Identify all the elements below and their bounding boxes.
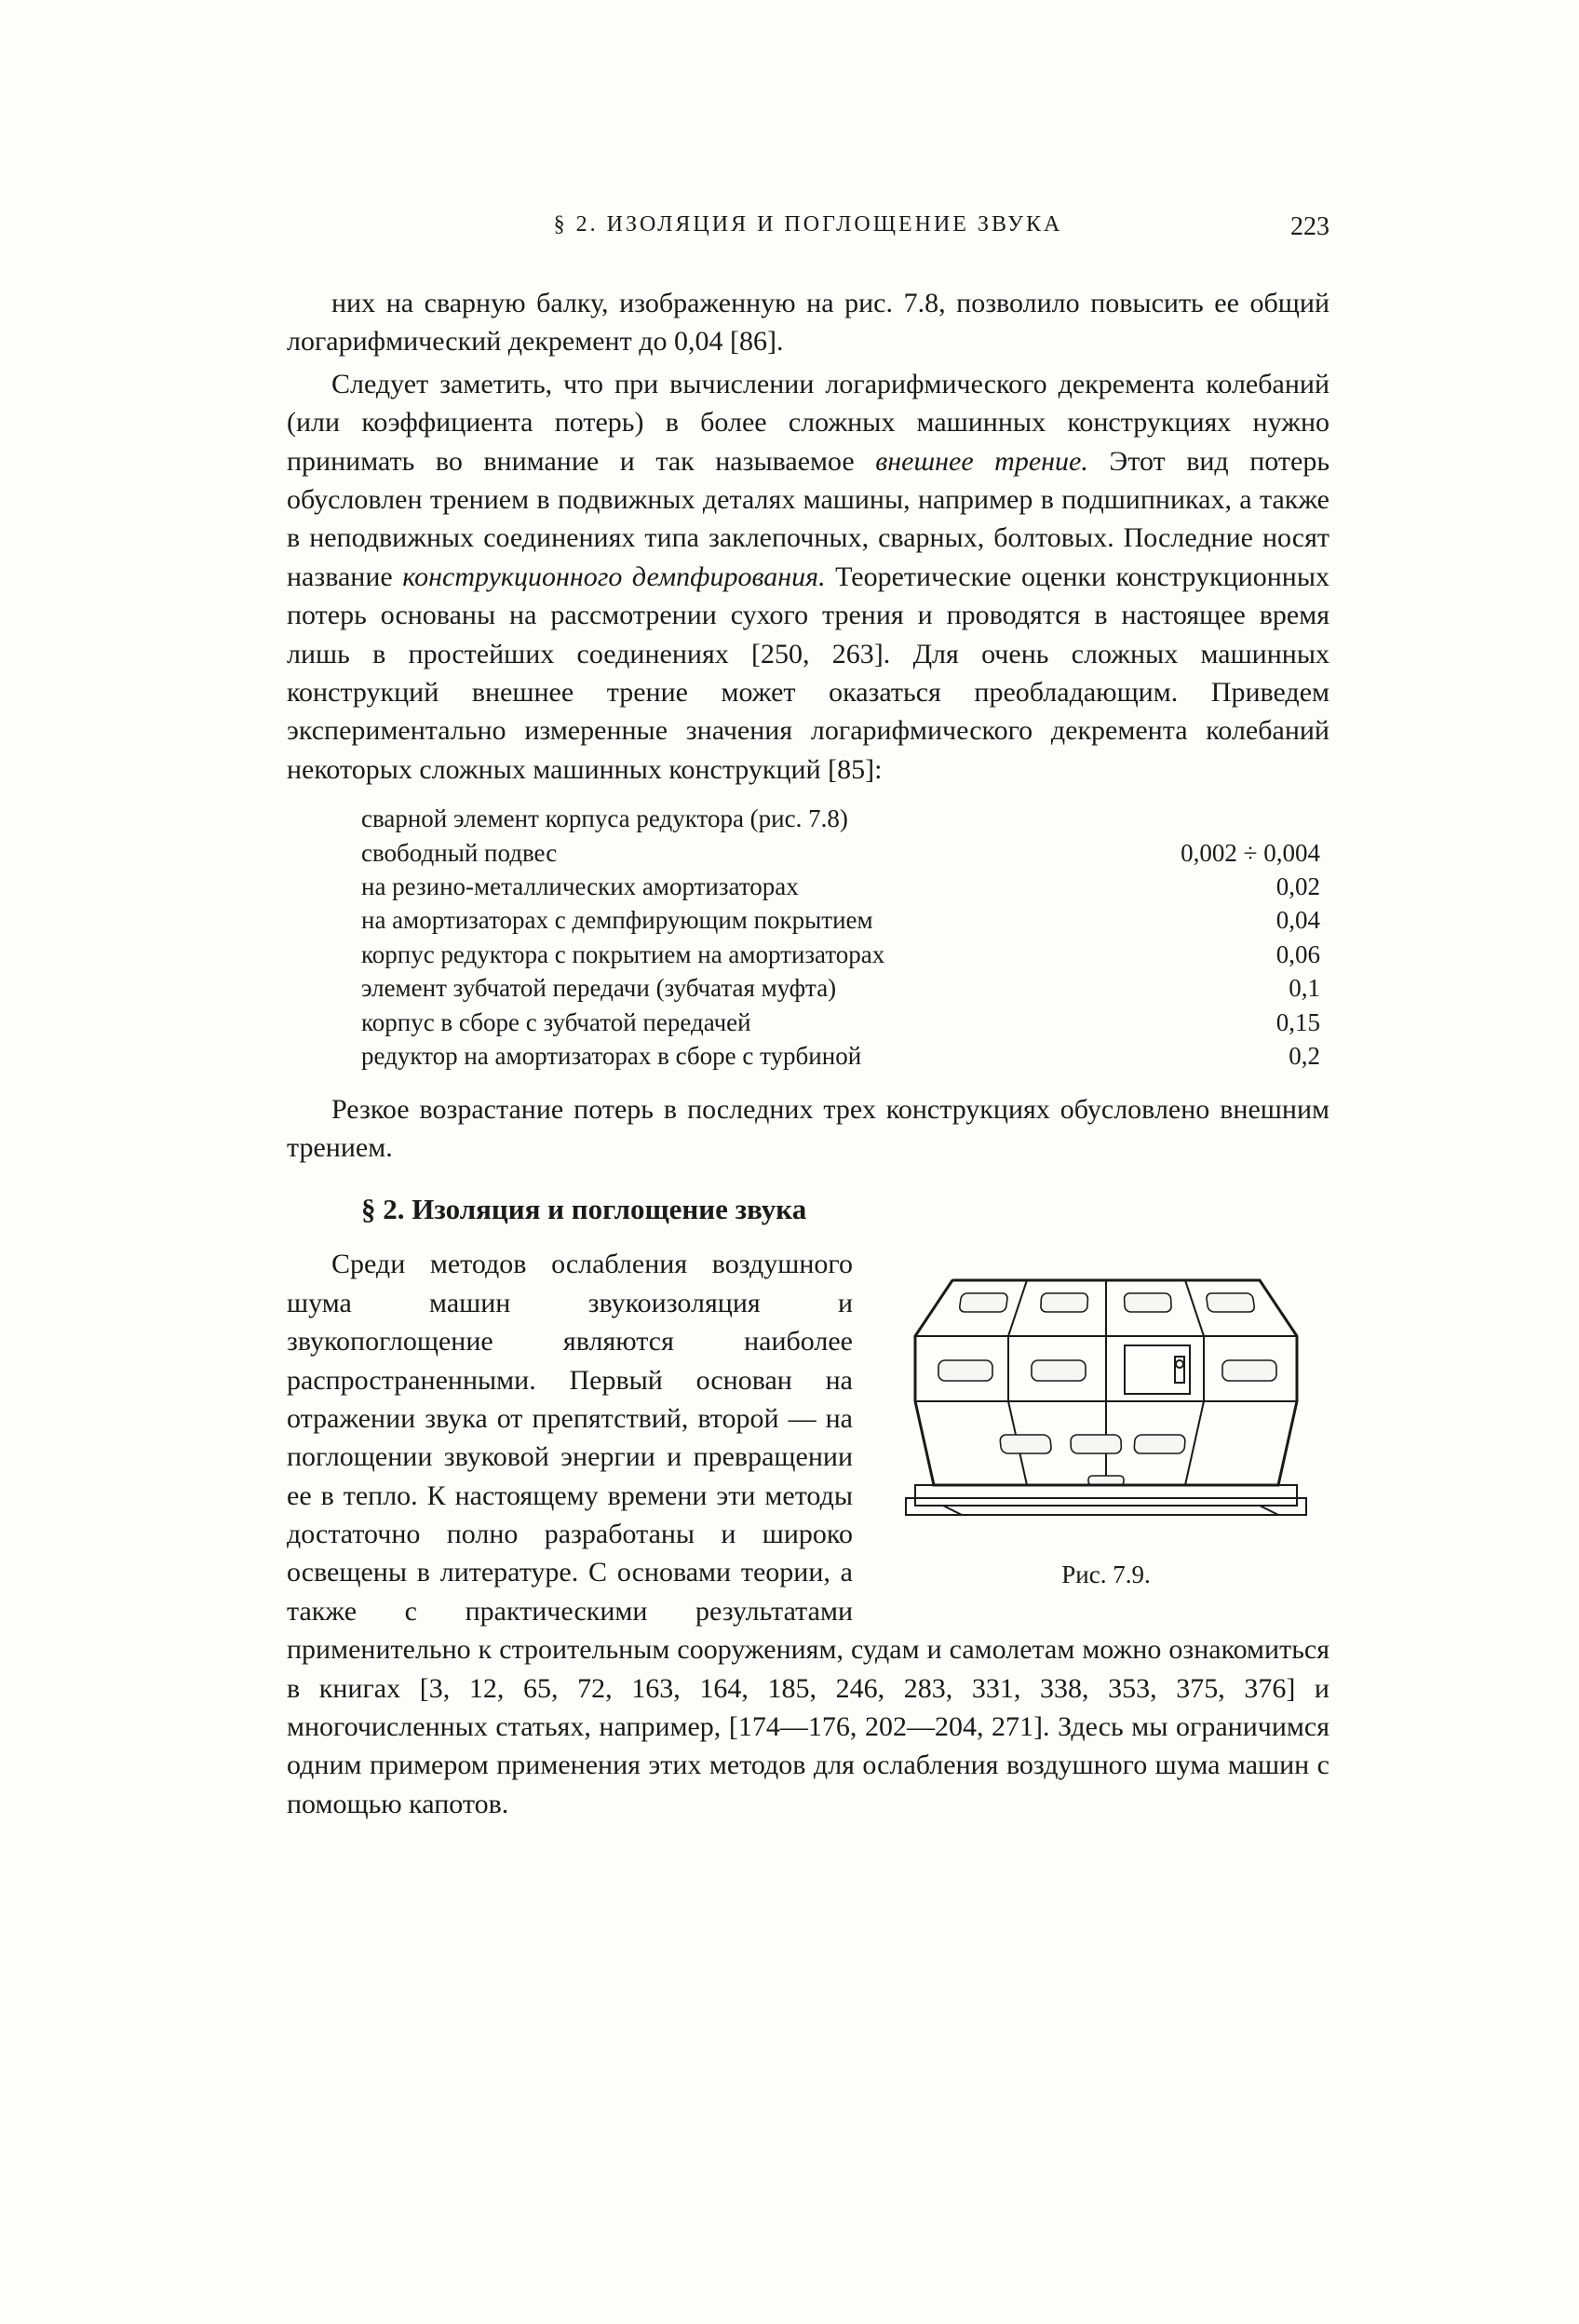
row-desc: на резино-металлических амортизаторах [361, 870, 1143, 903]
row-desc: редуктор на амортизаторах в сборе с турб… [361, 1039, 1143, 1073]
row-val [1143, 802, 1329, 835]
figure-7-9-svg [887, 1252, 1325, 1532]
paragraph-1: них на сварную балку, изображенную на ри… [287, 284, 1329, 361]
figure-7-9-block: Рис. 7.9. [883, 1252, 1329, 1592]
row-val: 0,02 [1143, 870, 1329, 903]
row-desc: сварной элемент корпуса редуктора (рис. … [361, 802, 1143, 835]
row-val: 0,1 [1143, 971, 1329, 1005]
p1-text: них на сварную балку, изображенную на ри… [287, 288, 1329, 357]
row-desc: корпус в сборе с зубчатой передачей [361, 1006, 1143, 1039]
row-val: 0,002 ÷ 0,004 [1143, 836, 1329, 870]
table-row: на резино-металлических амортизаторах 0,… [361, 870, 1329, 903]
table-row: свободный подвес 0,002 ÷ 0,004 [361, 836, 1329, 870]
section-heading: § 2. Изоляция и поглощение звука [361, 1193, 1329, 1226]
table-row: на амортизаторах с демпфирующим покрытие… [361, 903, 1329, 937]
p2e: Теоретические оценки конструкционных пот… [287, 561, 1329, 785]
running-title: § 2. ИЗОЛЯЦИЯ И ПОГЛОЩЕНИЕ ЗВУКА [554, 212, 1063, 237]
row-desc: свободный подвес [361, 836, 1143, 870]
table-row: корпус редуктора с покрытием на амортиза… [361, 938, 1329, 971]
row-desc: корпус редуктора с покрытием на амортиза… [361, 938, 1143, 971]
paragraph-4-wrap: Рис. 7.9. Среди методов ослабления возду… [287, 1245, 1329, 1827]
row-desc: на амортизаторах с демпфирующим покрытие… [361, 903, 1143, 937]
p2d-italic: конструкционного демпфирования. [402, 561, 825, 592]
row-val: 0,2 [1143, 1039, 1329, 1073]
paragraph-3: Резкое возрастание потерь в последних тр… [287, 1090, 1329, 1168]
table-row: корпус в сборе с зубчатой передачей 0,15 [361, 1006, 1329, 1039]
page-number: 223 [1290, 212, 1329, 242]
table-row: редуктор на амортизаторах в сборе с турб… [361, 1039, 1329, 1073]
row-desc: элемент зубчатой передачи (зубчатая муфт… [361, 971, 1143, 1005]
paragraph-2: Следует заметить, что при вычислении лог… [287, 365, 1329, 789]
row-val: 0,15 [1143, 1006, 1329, 1039]
decrement-table: сварной элемент корпуса редуктора (рис. … [361, 802, 1329, 1074]
row-val: 0,06 [1143, 938, 1329, 971]
running-header: § 2. ИЗОЛЯЦИЯ И ПОГЛОЩЕНИЕ ЗВУКА 223 [287, 212, 1329, 237]
p3-text: Резкое возрастание потерь в последних тр… [287, 1094, 1329, 1163]
table-row: элемент зубчатой передачи (зубчатая муфт… [361, 971, 1329, 1005]
page: § 2. ИЗОЛЯЦИЯ И ПОГЛОЩЕНИЕ ЗВУКА 223 них… [138, 138, 1441, 2186]
table-row: сварной элемент корпуса редуктора (рис. … [361, 802, 1329, 835]
figure-caption: Рис. 7.9. [883, 1558, 1329, 1592]
p2b-italic: внешнее трение. [875, 446, 1088, 477]
row-val: 0,04 [1143, 903, 1329, 937]
